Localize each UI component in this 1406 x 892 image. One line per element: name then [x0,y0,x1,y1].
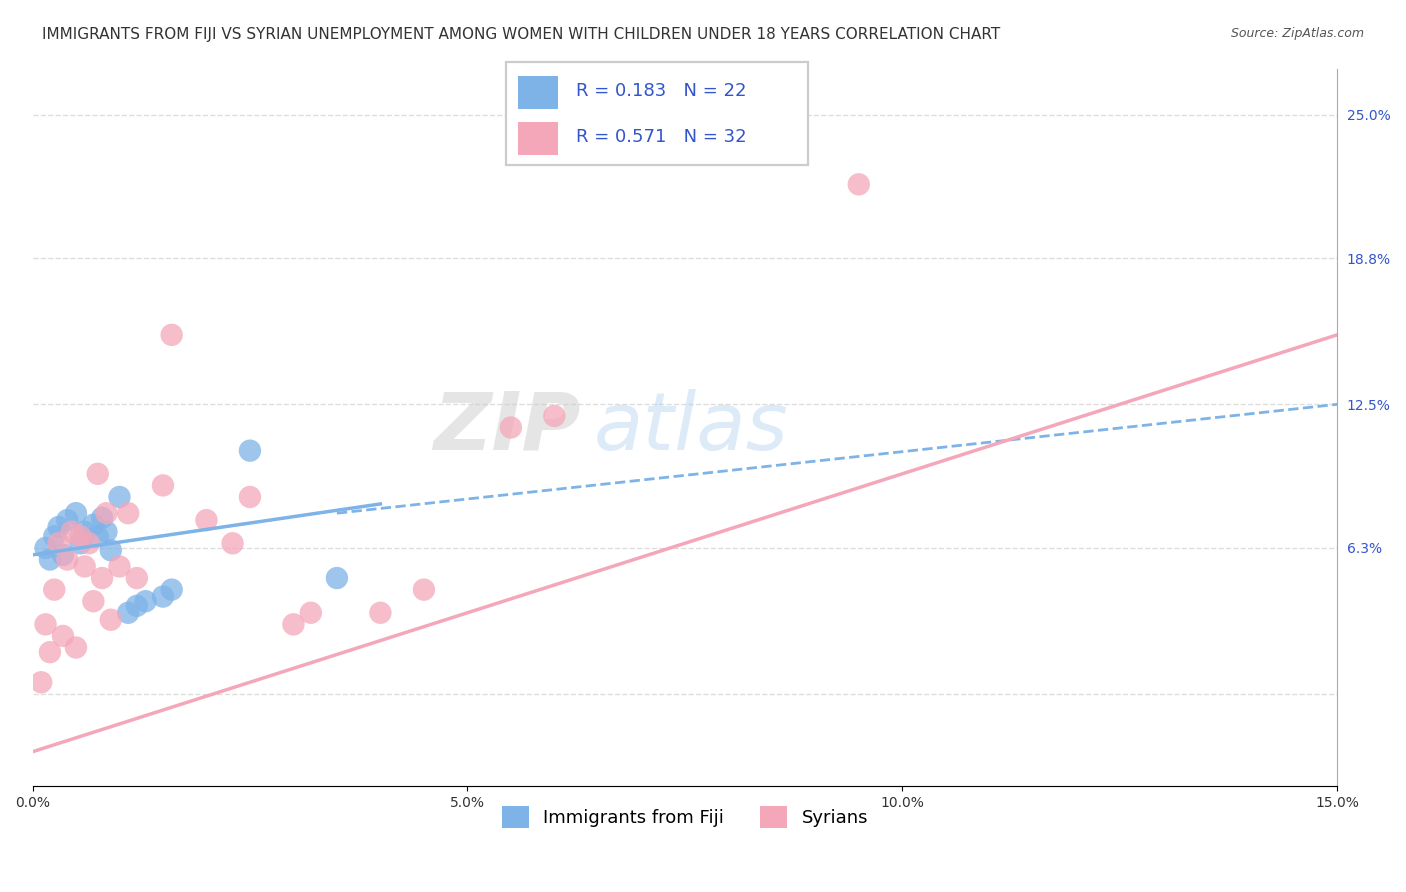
Point [30,675,52,690]
Point [412,582,434,597]
Point [38,552,60,566]
Point [82,517,104,532]
Point [56,513,79,527]
Point [60,524,83,539]
Text: R = 0.571   N = 32: R = 0.571 N = 32 [575,128,747,146]
Point [96,524,118,539]
Point [125,599,148,613]
Point [152,478,174,492]
Point [52,548,75,562]
Point [82,594,104,608]
Text: R = 0.183   N = 22: R = 0.183 N = 22 [575,82,747,100]
Text: ZIP: ZIP [433,389,581,467]
Point [160,582,183,597]
Point [135,594,157,608]
Point [48,536,70,550]
Point [38,645,60,659]
Point [117,606,139,620]
Point [34,541,56,555]
Point [44,582,66,597]
Point [56,552,79,566]
Text: atlas: atlas [593,389,789,467]
Point [239,490,262,504]
Point [848,178,870,192]
Text: Source: ZipAtlas.com: Source: ZipAtlas.com [1230,27,1364,40]
Point [52,629,75,643]
Point [96,506,118,520]
Point [65,640,87,655]
Point [125,571,148,585]
FancyBboxPatch shape [519,76,558,109]
Point [73,559,96,574]
Point [48,520,70,534]
Point [65,506,87,520]
Point [152,590,174,604]
Text: IMMIGRANTS FROM FIJI VS SYRIAN UNEMPLOYMENT AMONG WOMEN WITH CHILDREN UNDER 18 Y: IMMIGRANTS FROM FIJI VS SYRIAN UNEMPLOYM… [42,27,1001,42]
Point [283,617,305,632]
Point [160,327,183,342]
Point [326,571,349,585]
Point [543,409,565,423]
Point [91,571,114,585]
Point [108,559,131,574]
Point [44,529,66,543]
Point [34,617,56,632]
Point [108,490,131,504]
Point [370,606,392,620]
FancyBboxPatch shape [519,122,558,155]
Point [73,524,96,539]
Point [100,613,122,627]
Point [87,529,110,543]
Point [69,529,91,543]
Legend: Immigrants from Fiji, Syrians: Immigrants from Fiji, Syrians [495,798,876,835]
Point [299,606,322,620]
Point [91,511,114,525]
Point [499,420,522,434]
Point [77,536,100,550]
Point [239,443,262,458]
Point [100,543,122,558]
Point [69,536,91,550]
Point [221,536,243,550]
Point [195,513,218,527]
Point [87,467,110,481]
Point [117,506,139,520]
